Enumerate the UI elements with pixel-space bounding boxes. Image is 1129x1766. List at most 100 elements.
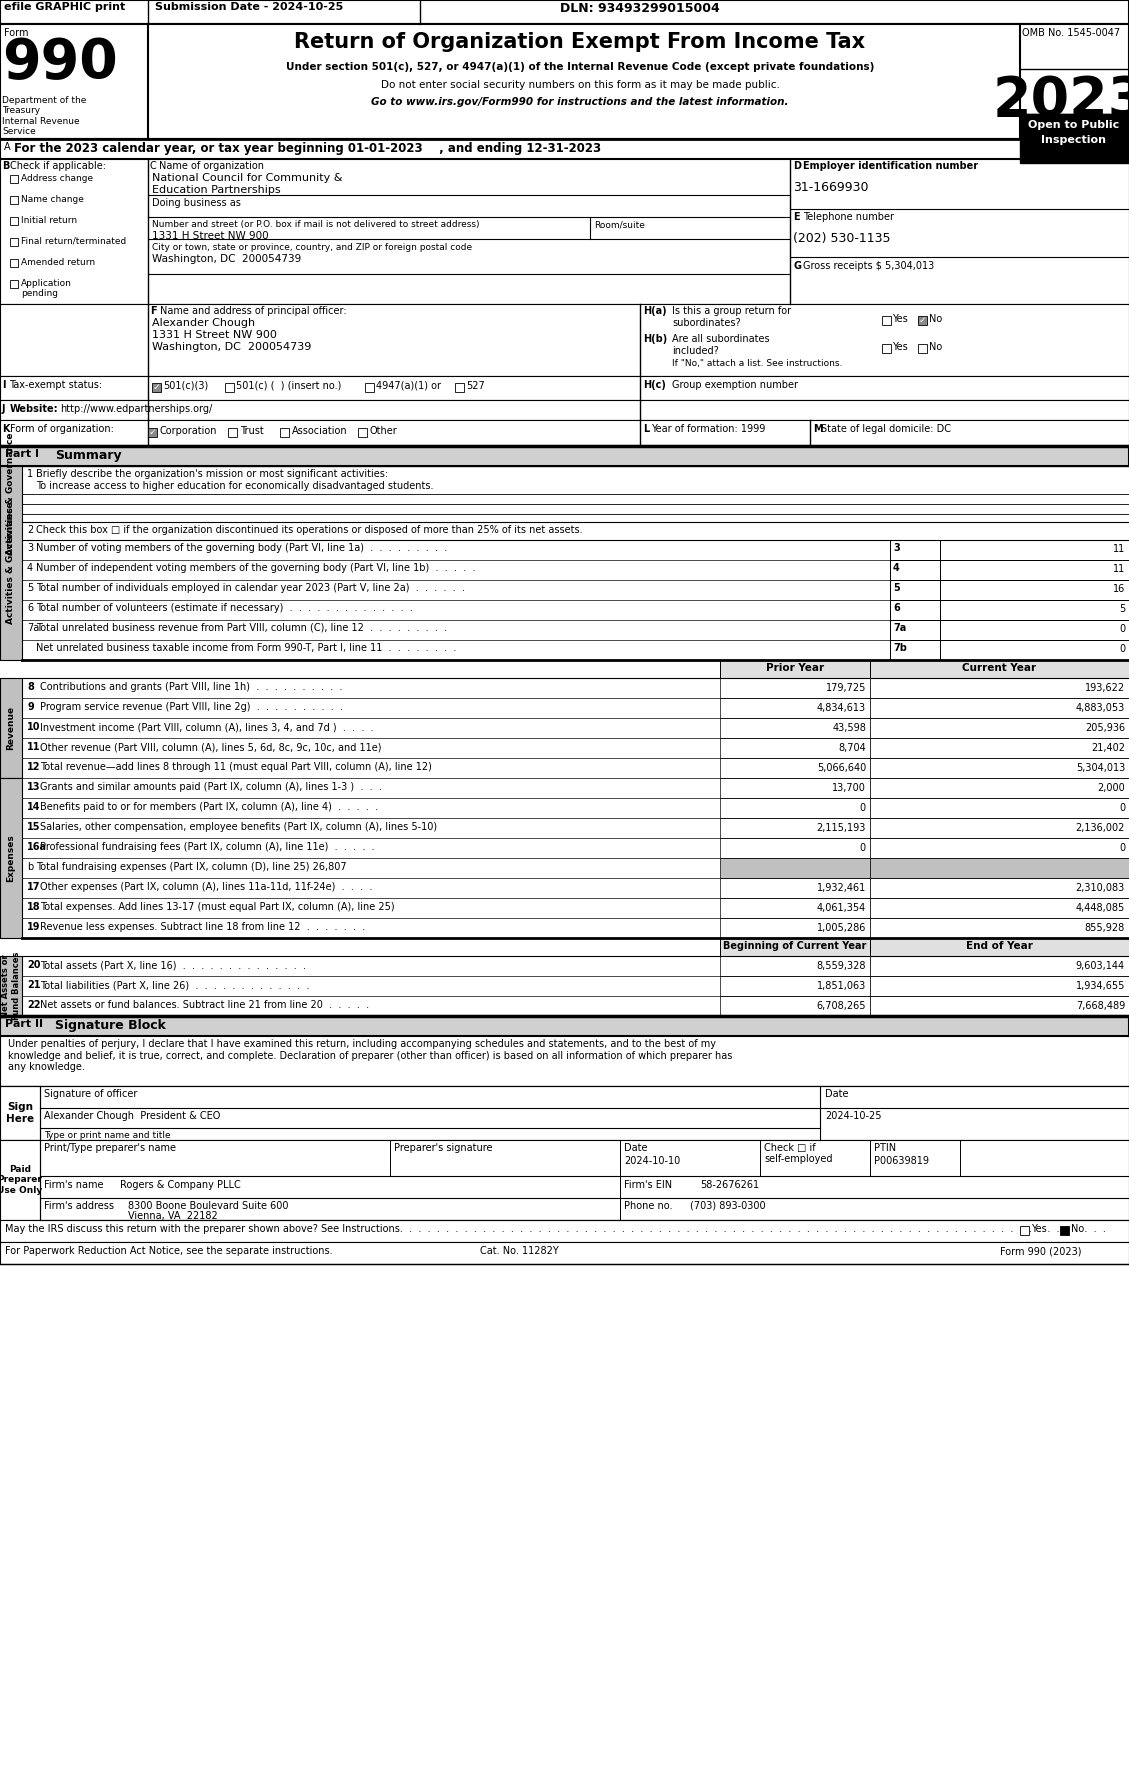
Text: End of Year: End of Year (966, 941, 1033, 952)
Text: 58-2676261: 58-2676261 (700, 1180, 759, 1190)
Bar (870, 738, 1129, 758)
Bar (720, 719, 870, 738)
Text: Vienna, VA  22182: Vienna, VA 22182 (128, 1211, 218, 1220)
Bar (280, 427, 289, 436)
Bar (0, 698, 1129, 719)
Text: (202) 530-1135: (202) 530-1135 (793, 231, 891, 245)
Bar (0, 918, 1129, 938)
Text: Alexander Chough: Alexander Chough (152, 318, 255, 328)
Text: efile GRAPHIC print: efile GRAPHIC print (5, 2, 125, 12)
Text: Year of formation: 1999: Year of formation: 1999 (651, 424, 765, 434)
Text: 4,061,354: 4,061,354 (816, 902, 866, 913)
Bar (0, 1086, 40, 1141)
Text: 2024-10-25: 2024-10-25 (825, 1111, 882, 1121)
Text: 855,928: 855,928 (1085, 924, 1124, 932)
Text: Other: Other (370, 426, 397, 436)
Bar (890, 579, 940, 600)
Bar (148, 427, 157, 436)
Text: included?: included? (672, 346, 719, 357)
Bar (0, 466, 21, 523)
Text: City or town, state or province, country, and ZIP or foreign postal code: City or town, state or province, country… (152, 244, 472, 253)
Text: H(a): H(a) (644, 306, 666, 316)
Bar (870, 858, 1129, 878)
Bar (0, 779, 21, 798)
Text: C: C (150, 161, 157, 171)
Bar (0, 758, 1129, 779)
Text: 7,668,489: 7,668,489 (1076, 1001, 1124, 1010)
Bar (720, 678, 870, 698)
Text: 1331 H Street NW 900: 1331 H Street NW 900 (152, 330, 277, 341)
Bar (1019, 1226, 1029, 1234)
Bar (0, 798, 1129, 818)
Bar (0, 897, 1129, 918)
Bar (720, 878, 870, 897)
Text: 1331 H Street NW 900: 1331 H Street NW 900 (152, 231, 269, 240)
Bar (0, 376, 1129, 401)
Bar (0, 955, 1129, 977)
Text: 6: 6 (893, 602, 900, 613)
Text: self-employed: self-employed (764, 1153, 832, 1164)
Text: Trust: Trust (240, 426, 264, 436)
Text: Is this a group return for: Is this a group return for (672, 306, 791, 316)
Bar (0, 560, 1129, 579)
Text: Other revenue (Part VIII, column (A), lines 5, 6d, 8c, 9c, 10c, and 11e): Other revenue (Part VIII, column (A), li… (40, 742, 382, 752)
Text: Total fundraising expenses (Part IX, column (D), line 25) 26,807: Total fundraising expenses (Part IX, col… (36, 862, 347, 872)
Text: Are all subordinates: Are all subordinates (672, 334, 770, 344)
Text: For the 2023 calendar year, or tax year beginning 01-01-2023    , and ending 12-: For the 2023 calendar year, or tax year … (14, 141, 601, 155)
Text: Tax-exempt status:: Tax-exempt status: (9, 380, 102, 390)
Bar (0, 620, 21, 639)
Bar (10, 281, 18, 288)
Bar (870, 977, 1129, 996)
Text: Website:: Website: (10, 404, 59, 413)
Bar (940, 540, 1129, 560)
Text: Department of the
Treasury
Internal Revenue
Service: Department of the Treasury Internal Reve… (2, 95, 87, 136)
Bar (870, 955, 1129, 977)
Bar (0, 579, 1129, 600)
Text: 8300 Boone Boulevard Suite 600: 8300 Boone Boulevard Suite 600 (128, 1201, 289, 1211)
Text: Briefly describe the organization's mission or most significant activities:: Briefly describe the organization's miss… (36, 470, 388, 479)
Text: To increase access to higher education for economically disadvantaged students.: To increase access to higher education f… (36, 480, 434, 491)
Text: Inspection: Inspection (1041, 134, 1106, 145)
Text: Benefits paid to or for members (Part IX, column (A), line 4)  .  .  .  .  .: Benefits paid to or for members (Part IX… (40, 802, 378, 812)
Text: 205,936: 205,936 (1085, 722, 1124, 733)
Bar (0, 1141, 40, 1220)
Bar (870, 698, 1129, 719)
Bar (225, 383, 234, 392)
Bar (0, 0, 1129, 25)
Text: 2: 2 (27, 525, 33, 535)
Bar (0, 977, 1129, 996)
Text: F: F (150, 306, 157, 316)
Text: 43,598: 43,598 (832, 722, 866, 733)
Text: Total liabilities (Part X, line 26)  .  .  .  .  .  .  .  .  .  .  .  .  .: Total liabilities (Part X, line 26) . . … (40, 980, 309, 991)
Text: 10: 10 (27, 722, 41, 731)
Bar (918, 316, 927, 325)
Bar (870, 818, 1129, 839)
Text: Total revenue—add lines 8 through 11 (must equal Part VIII, column (A), line 12): Total revenue—add lines 8 through 11 (mu… (40, 761, 432, 772)
Text: OMB No. 1545-0047: OMB No. 1545-0047 (1022, 28, 1120, 39)
Text: 5: 5 (893, 583, 900, 593)
Bar (152, 383, 161, 392)
Bar (870, 938, 1129, 955)
Text: J: J (2, 404, 6, 413)
Bar (0, 523, 21, 540)
Text: Go to www.irs.gov/Form990 for instructions and the latest information.: Go to www.irs.gov/Form990 for instructio… (371, 97, 789, 108)
Text: 11: 11 (27, 742, 41, 752)
Bar (0, 779, 1129, 798)
Bar (0, 839, 1129, 858)
Text: Check □ if: Check □ if (764, 1143, 815, 1153)
Text: 4,883,053: 4,883,053 (1076, 703, 1124, 713)
Bar (0, 798, 21, 818)
Bar (0, 818, 1129, 839)
Text: 0: 0 (1119, 842, 1124, 853)
Text: Form 990 (2023): Form 990 (2023) (1000, 1247, 1082, 1256)
Text: 8,704: 8,704 (838, 743, 866, 752)
Text: Washington, DC  200054739: Washington, DC 200054739 (152, 254, 301, 263)
Text: L: L (644, 424, 649, 434)
Text: 18: 18 (27, 902, 41, 911)
Bar (10, 175, 18, 184)
Bar (0, 977, 21, 996)
Text: Number of voting members of the governing body (Part VI, line 1a)  .  .  .  .  .: Number of voting members of the governin… (36, 542, 447, 553)
Bar (10, 217, 18, 224)
Bar (0, 698, 21, 719)
Text: Name and address of principal officer:: Name and address of principal officer: (160, 306, 347, 316)
